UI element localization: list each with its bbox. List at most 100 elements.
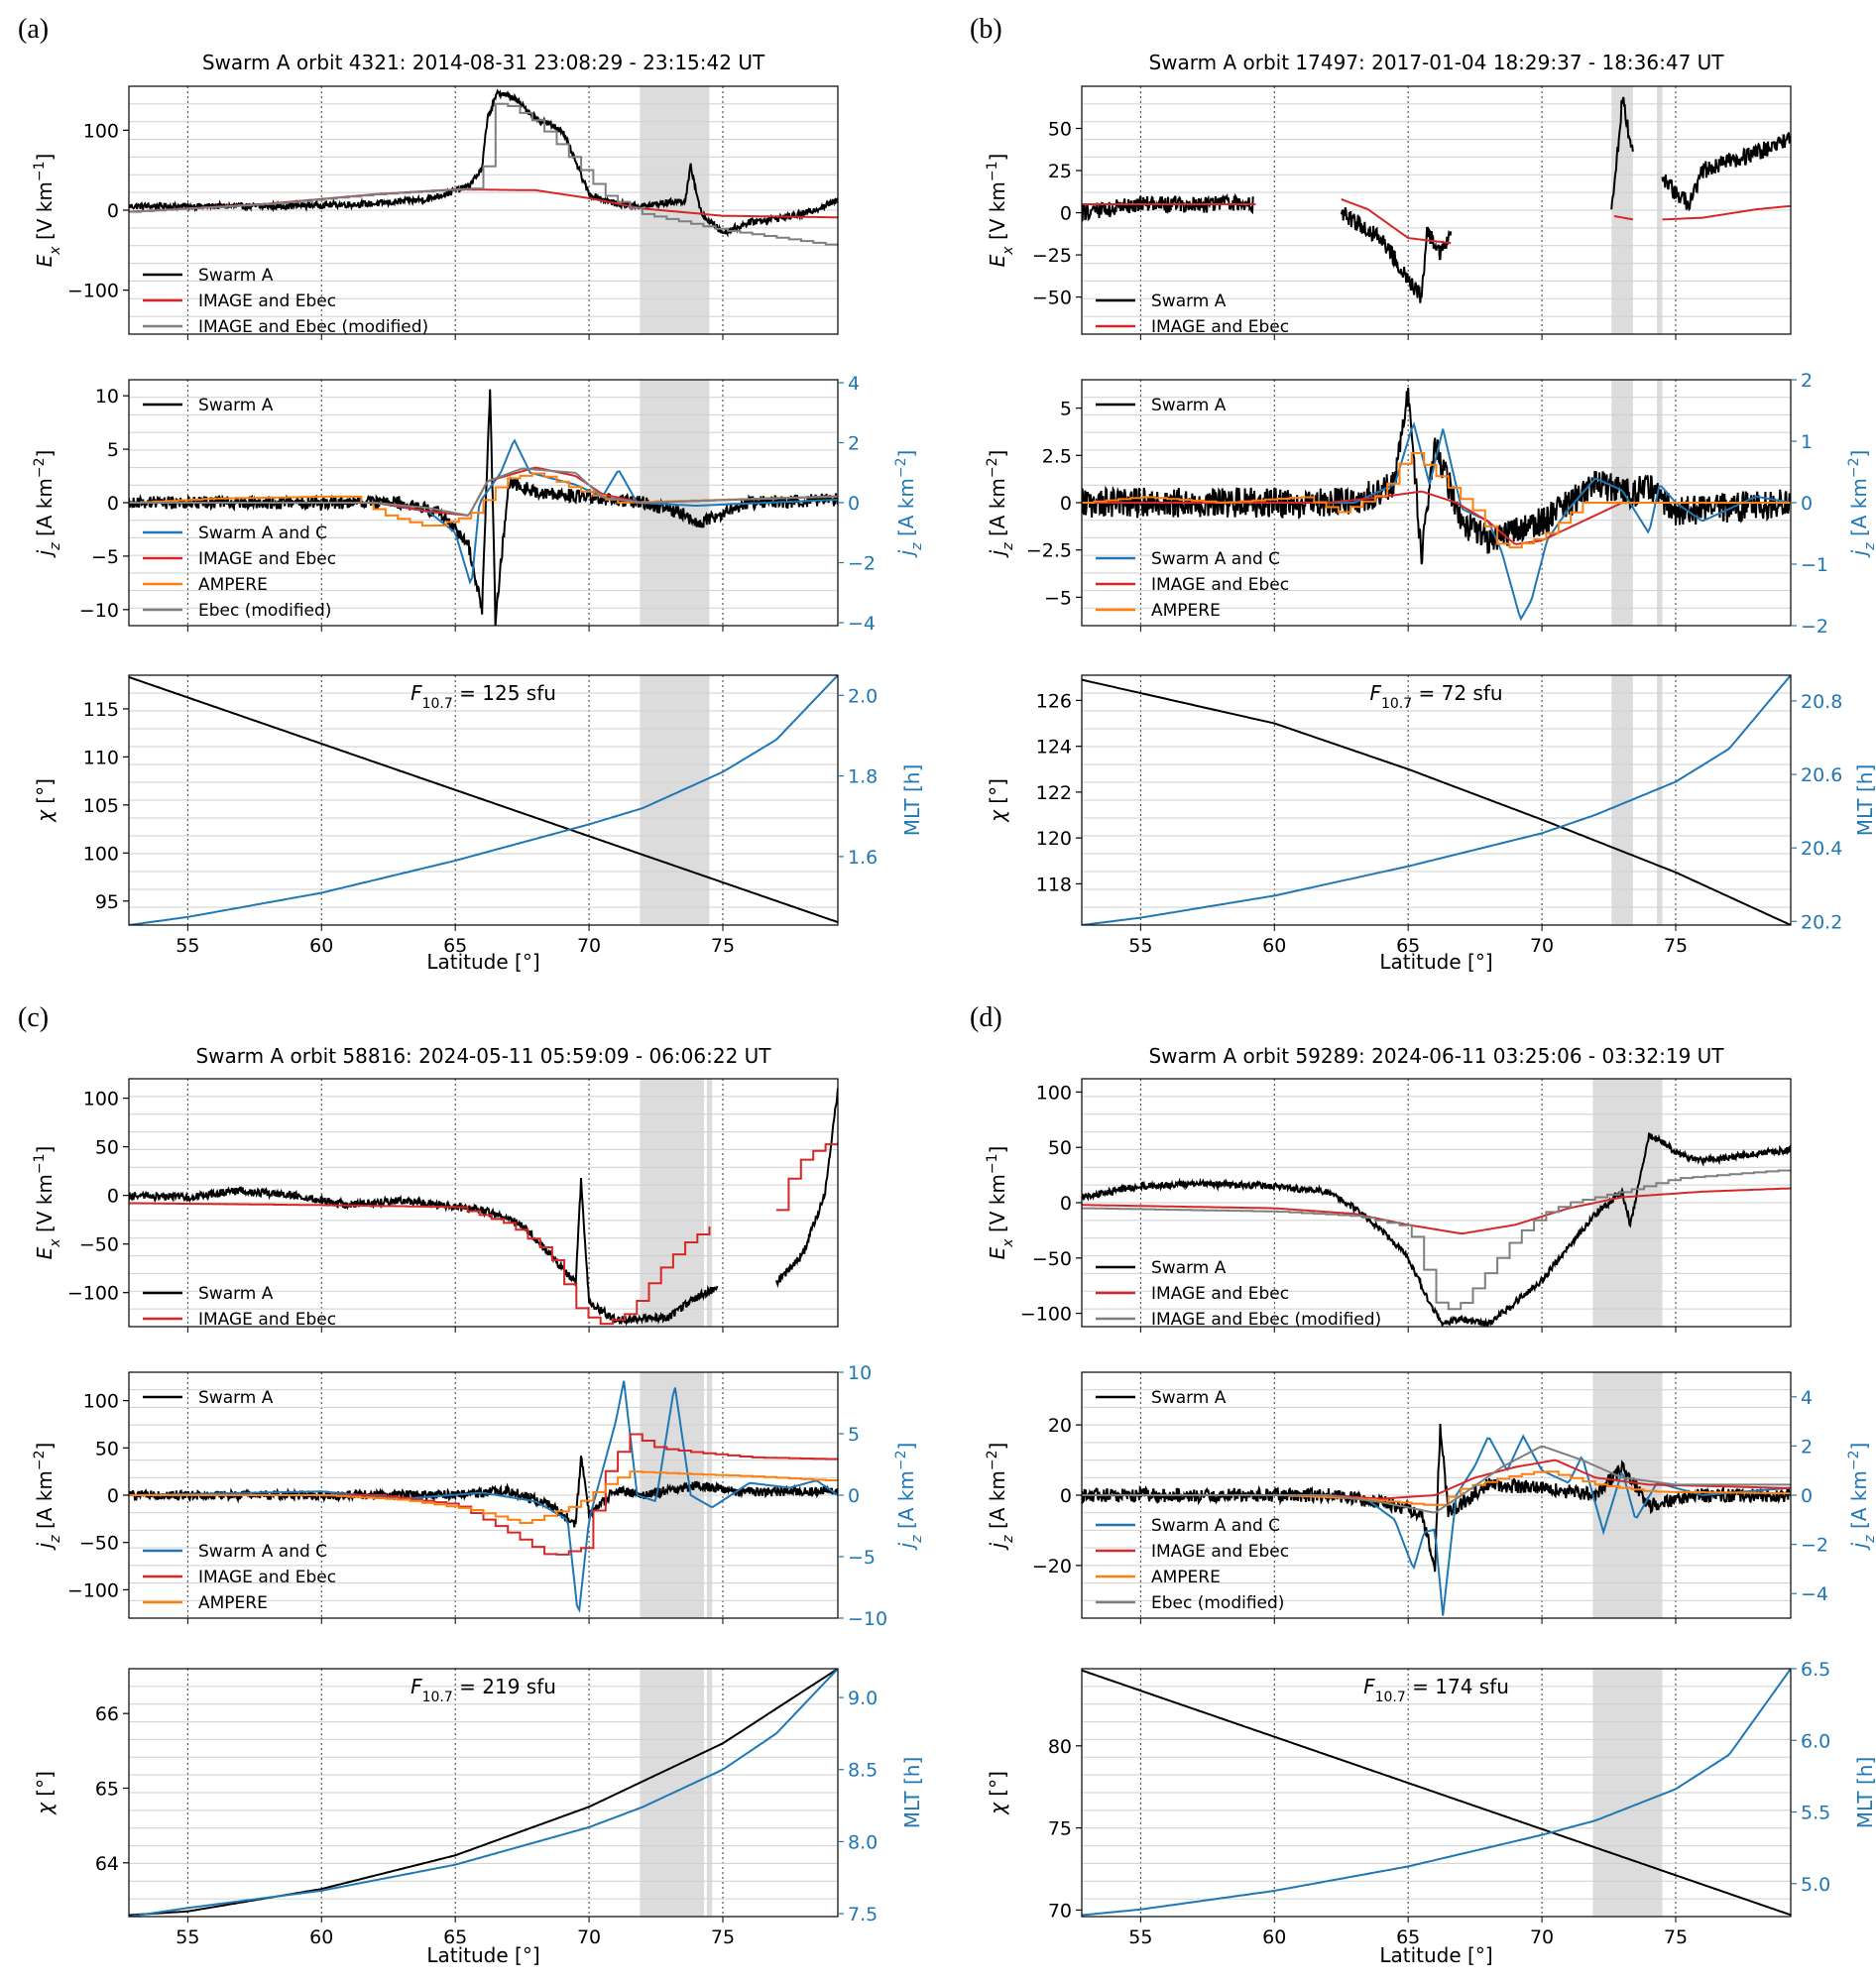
y-right-tick-label: 2 bbox=[848, 433, 860, 455]
y-tick-label: −50 bbox=[79, 1234, 119, 1256]
panel-b: (b) Swarm A orbit 17497: 2017-01-04 18:29… bbox=[970, 14, 1876, 974]
jz-subplot: −5 −2.5 0 2.5 5 −2 −1 0 1 2 Swarm A Swarm A and C IM… bbox=[985, 370, 1876, 638]
chi-mlt-subplot: 64 65 66 7.5 8.0 8.5 9.0 55 60 65 70 75 F10.7 = 219 … bbox=[33, 1668, 924, 1967]
y-tick-label: 5 bbox=[107, 439, 119, 461]
x-axis-label: Latitude [°] bbox=[1379, 1943, 1492, 1967]
x-tick-label: 75 bbox=[711, 935, 735, 957]
y-tick-label: −50 bbox=[1032, 1248, 1072, 1270]
axes-frame bbox=[1081, 674, 1792, 926]
y-tick-label: 0 bbox=[107, 1186, 119, 1208]
y-tick-label: 5 bbox=[1060, 399, 1072, 420]
y-right-tick-label: 0 bbox=[1801, 1485, 1813, 1507]
label-part: −2 bbox=[985, 457, 1000, 478]
jz-right-ylabel: jz [A km−2] bbox=[893, 450, 925, 559]
axes-frame bbox=[128, 1668, 839, 1918]
y-tick-label: 0 bbox=[1060, 493, 1072, 515]
ex-subplot: −50 −25 0 25 50 Swarm A IMAGE and Ebec Ex [V km… bbox=[985, 85, 1792, 340]
y-tick-label: 105 bbox=[83, 795, 119, 817]
label-part: [°] bbox=[986, 778, 1009, 810]
label-part: E bbox=[33, 254, 57, 267]
chart-title: Swarm A orbit 4321: 2014-08-31 23:08:29 … bbox=[202, 51, 765, 74]
f107-subscript: 10.7 bbox=[422, 1690, 453, 1705]
y-right-tick-label: 5.0 bbox=[1801, 1874, 1830, 1896]
f107-annotation: F10.7 = 219 sfu bbox=[410, 1675, 556, 1705]
f107-symbol: F bbox=[410, 681, 422, 705]
legend-label: Swarm A bbox=[1151, 396, 1227, 415]
chi-ylabel: χ [°] bbox=[986, 778, 1009, 823]
mlt-ylabel: MLT [h] bbox=[1853, 1757, 1876, 1829]
label-part: ] bbox=[1847, 450, 1871, 458]
y-tick-label: 124 bbox=[1036, 737, 1072, 759]
chi-mlt-subplot: 118 120 122 124 126 20.2 20.4 20.6 20.8 55 60 65 70 7… bbox=[986, 674, 1876, 974]
series-swarm-a-line bbox=[1610, 96, 1634, 210]
y-tick-label: 10 bbox=[95, 386, 119, 408]
panel-label: (d) bbox=[970, 1002, 1002, 1033]
label-part: −2 bbox=[32, 457, 48, 478]
series-chi-line bbox=[129, 1669, 838, 1917]
label-part: −1 bbox=[985, 161, 1000, 181]
label-part: −2 bbox=[1846, 1450, 1862, 1470]
series-chi-line bbox=[129, 675, 838, 924]
y-right-tick-label: −4 bbox=[1801, 1583, 1828, 1605]
legend-label: Swarm A bbox=[198, 396, 274, 415]
y-tick-label: −100 bbox=[67, 1283, 119, 1305]
label-part: MLT [h] bbox=[900, 1757, 924, 1829]
label-part: E bbox=[986, 1246, 1009, 1259]
x-axis-label: Latitude [°] bbox=[1379, 950, 1492, 974]
y-right-tick-label: −2 bbox=[1801, 1535, 1828, 1557]
jz-ylabel: jz [A km−2] bbox=[32, 450, 63, 559]
mlt-ylabel: MLT [h] bbox=[1853, 764, 1876, 837]
y-tick-label: 64 bbox=[95, 1853, 119, 1875]
axes-frame bbox=[128, 1078, 839, 1328]
y-tick-label: 0 bbox=[107, 1485, 119, 1507]
label-part: [V km bbox=[986, 181, 1009, 246]
x-tick-label: 55 bbox=[176, 1926, 199, 1948]
ex-subplot: −100 −50 0 50 100 Swarm A IMAGE and Ebec IMAGE … bbox=[985, 1078, 1792, 1333]
x-tick-label: 75 bbox=[711, 1926, 735, 1948]
ex-ylabel: Ex [V km−1] bbox=[32, 154, 63, 268]
label-part: z bbox=[1862, 1535, 1876, 1544]
label-part: j bbox=[894, 1542, 918, 1551]
y-tick-label: 110 bbox=[83, 747, 119, 768]
y-right-tick-label: −1 bbox=[1801, 554, 1828, 576]
series-swarm-a-line bbox=[774, 1088, 838, 1289]
y-tick-label: 2.5 bbox=[1042, 445, 1072, 467]
y-tick-label: 66 bbox=[95, 1703, 119, 1725]
series-ampere-line bbox=[1082, 452, 1791, 549]
axes-frame bbox=[128, 674, 839, 926]
legend-label: IMAGE and Ebec bbox=[198, 292, 336, 311]
y-tick-label: −5 bbox=[91, 546, 119, 568]
label-part: χ bbox=[33, 809, 57, 823]
x-tick-label: 70 bbox=[1530, 1926, 1554, 1948]
y-right-tick-label: 2.0 bbox=[848, 685, 878, 707]
label-part: [V km bbox=[986, 1174, 1009, 1238]
chart-title: Swarm A orbit 58816: 2024-05-11 05:59:09… bbox=[195, 1044, 771, 1068]
label-part: ] bbox=[894, 450, 918, 458]
y-tick-label: 100 bbox=[83, 843, 119, 865]
y-tick-label: 20 bbox=[1048, 1415, 1072, 1437]
legend-label: IMAGE and Ebec (modified) bbox=[1151, 1310, 1381, 1330]
label-part: MLT [h] bbox=[900, 764, 924, 837]
label-part: χ bbox=[986, 809, 1009, 823]
series-ebec-modified--line bbox=[1082, 1445, 1791, 1514]
y-tick-label: 120 bbox=[1036, 828, 1072, 850]
x-tick-label: 75 bbox=[1664, 1926, 1688, 1948]
y-tick-label: −2.5 bbox=[1026, 540, 1072, 562]
f107-annotation: F10.7 = 72 sfu bbox=[1369, 681, 1502, 712]
label-part: −1 bbox=[32, 161, 48, 181]
y-right-tick-label: 2 bbox=[1801, 370, 1813, 392]
jz-ylabel: jz [A km−2] bbox=[985, 1443, 1016, 1552]
series-image-and-ebec-line bbox=[775, 1141, 838, 1212]
x-tick-label: 55 bbox=[1128, 1926, 1152, 1948]
f107-annotation: F10.7 = 174 sfu bbox=[1363, 1675, 1509, 1705]
jz-ylabel: jz [A km−2] bbox=[32, 1443, 63, 1552]
x-tick-label: 65 bbox=[443, 1926, 467, 1948]
label-part: [°] bbox=[33, 778, 57, 810]
label-part: j bbox=[1847, 549, 1871, 558]
y-right-tick-label: 20.6 bbox=[1801, 764, 1842, 786]
x-axis-label: Latitude [°] bbox=[426, 950, 539, 974]
f107-value: = 125 sfu bbox=[453, 681, 556, 705]
x-tick-label: 55 bbox=[176, 935, 199, 957]
label-part: −2 bbox=[1846, 457, 1862, 478]
